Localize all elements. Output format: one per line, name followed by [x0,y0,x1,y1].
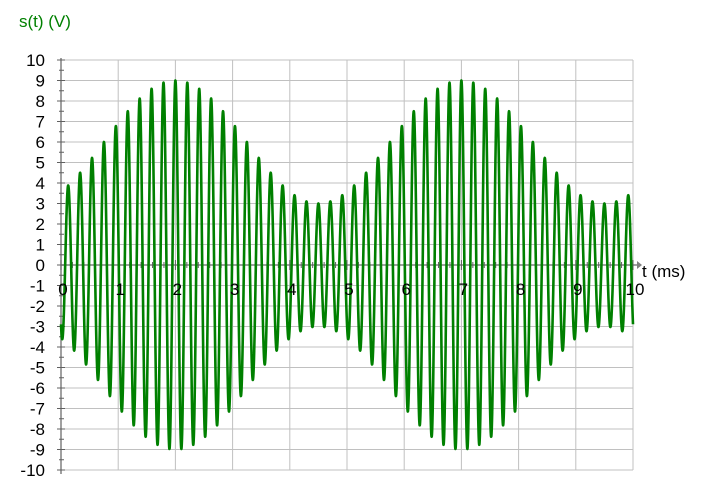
y-tick-label: -8 [30,420,45,439]
x-tick-label: 3 [230,280,239,299]
y-axis-label: s(t) (V) [19,12,71,31]
labels: s(t) (V) t (ms) 109876543210-1-2-3-4-5-6… [19,12,685,477]
y-tick-label: 7 [36,113,45,132]
y-tick-label: 8 [36,92,45,111]
x-tick-label: 8 [516,280,525,299]
y-tick-label: 5 [36,154,45,173]
y-tick-label: -7 [30,400,45,419]
x-axis-arrow [637,261,642,269]
y-tick-label: 3 [36,195,45,214]
y-tick-label: -5 [30,359,45,378]
y-tick-label: -9 [30,441,45,460]
y-tick-label: 4 [36,174,45,193]
x-tick-label: 6 [401,280,410,299]
series [59,79,635,451]
y-tick-label: 9 [36,72,45,91]
y-tick-label: -4 [30,338,45,357]
x-tick-label: 0 [58,280,67,299]
x-tick-label: 2 [173,280,182,299]
signal-line [59,79,635,451]
y-tick-label: 2 [36,215,45,234]
y-tick-label: 1 [36,236,45,255]
x-tick-label: 4 [287,280,296,299]
x-tick-label: 1 [115,280,124,299]
y-tick-label: 10 [26,51,45,70]
y-tick-label: -10 [20,461,45,477]
y-tick-label: -1 [30,277,45,296]
y-tick-label: -2 [30,297,45,316]
y-tick-label: 6 [36,133,45,152]
x-tick-label: 9 [573,280,582,299]
x-tick-label: 7 [459,280,468,299]
x-tick-label: 5 [344,280,353,299]
y-tick-label: -3 [30,318,45,337]
x-axis-label: t (ms) [642,262,685,281]
y-tick-label: -6 [30,379,45,398]
x-tick-label: 10 [626,280,645,299]
y-tick-label: 0 [36,256,45,275]
